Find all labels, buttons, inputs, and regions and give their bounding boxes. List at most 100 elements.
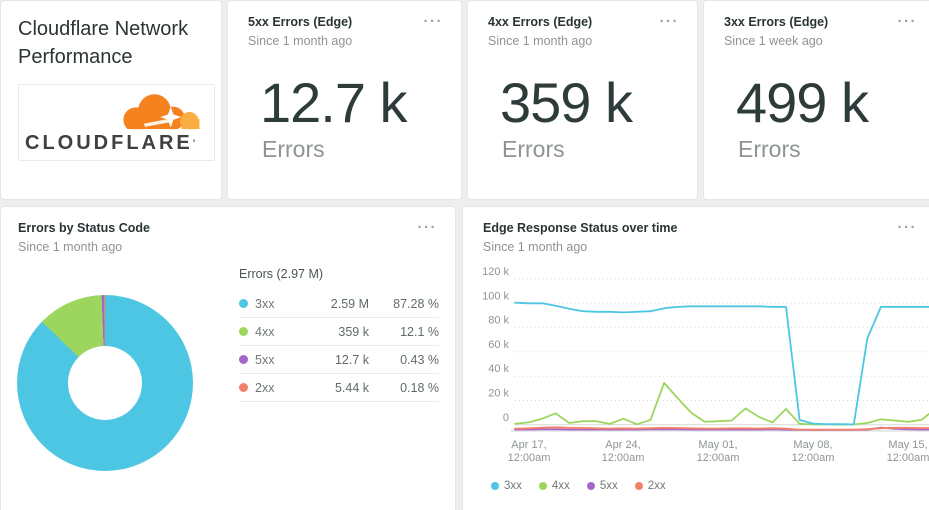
stat-card-5xx-errors: 5xx Errors (Edge) Since 1 month ago ··· … (227, 0, 462, 200)
row-percent: 12.1 % (400, 324, 439, 339)
x-axis-tick-label: Apr 17, 12:00am (489, 439, 569, 465)
legend-item-5xx[interactable]: 5xx (586, 480, 618, 492)
legend-table-header: Errors (2.97 M) (239, 267, 324, 281)
pie-card-title: Errors by Status Code (18, 221, 150, 235)
card-menu-icon[interactable]: ··· (897, 219, 917, 236)
stat-card-4xx-value: 359 k (500, 71, 633, 134)
legend-label: 5xx (599, 480, 618, 492)
x-axis-tick-label: Apr 24, 12:00am (583, 439, 663, 465)
row-percent: 87.28 % (393, 296, 439, 311)
card-menu-icon[interactable]: ··· (897, 13, 917, 30)
pie-card-header: Errors by Status Code Since 1 month ago … (1, 207, 455, 254)
4xx-legend-dot-icon (538, 482, 547, 490)
y-axis-tick-label: 80 k (488, 315, 509, 327)
y-axis-tick-label: 60 k (488, 339, 509, 351)
series-line-2xx[interactable] (514, 426, 929, 431)
table-row-2xx[interactable]: 2xx 5.44 k 0.18 % (239, 374, 439, 402)
x-tick-date: Apr 17, (511, 439, 547, 451)
pie-card-subtitle: Since 1 month ago (18, 240, 123, 254)
stat-card-4xx-errors: 4xx Errors (Edge) Since 1 month ago ··· … (467, 0, 698, 200)
legend-item-4xx[interactable]: 4xx (538, 480, 570, 492)
x-tick-date: May 01, (698, 439, 738, 451)
x-tick-date: May 08, (793, 439, 833, 451)
row-label: 2xx (255, 380, 275, 395)
errors-by-status-code-card: Errors by Status Code Since 1 month ago … (0, 206, 456, 510)
stat-card-3xx-title: 3xx Errors (Edge) (724, 15, 829, 29)
row-percent: 0.43 % (400, 352, 439, 367)
cloudflare-cloud-icon (123, 94, 200, 130)
2xx-color-dot-icon (239, 383, 248, 392)
stat-card-3xx-unit: Errors (738, 136, 801, 162)
cloudflare-logo: CLOUDFLARE’ (18, 84, 215, 161)
legend-item-3xx[interactable]: 3xx (491, 480, 522, 492)
legend-label: 2xx (647, 480, 666, 492)
donut-hole (68, 346, 142, 420)
line-card-subtitle: Since 1 month ago (483, 240, 588, 254)
stat-card-3xx-errors: 3xx Errors (Edge) Since 1 week ago ··· 4… (703, 0, 929, 200)
cloudflare-wordmark-text: CLOUDFLARE (25, 132, 193, 154)
page-title-line2: Performance (18, 46, 133, 68)
y-axis-tick-label: 0 (503, 412, 509, 424)
series-line-4xx[interactable] (514, 382, 929, 426)
stat-card-5xx-value: 12.7 k (260, 71, 408, 134)
card-menu-icon[interactable]: ··· (423, 13, 443, 30)
line-card-titles: Edge Response Status over time Since 1 m… (483, 221, 678, 254)
y-axis-tick-label: 120 k (482, 266, 509, 278)
stat-card-5xx-header: 5xx Errors (Edge) Since 1 month ago ··· (228, 1, 461, 48)
stat-card-3xx-value: 499 k (736, 71, 869, 134)
cloudflare-wordmark: CLOUDFLARE’ (25, 133, 206, 154)
x-axis-labels: Apr 17, 12:00am Apr 24, 12:00am May 01, 12:00… (463, 439, 929, 467)
3xx-color-dot-icon (239, 299, 248, 308)
x-tick-time: 12:00am (601, 452, 645, 464)
card-menu-icon[interactable]: ··· (659, 13, 679, 30)
table-row-4xx[interactable]: 4xx 359 k 12.1 % (239, 318, 439, 346)
x-tick-time: 12:00am (507, 452, 551, 464)
5xx-legend-dot-icon (586, 482, 595, 490)
line-card-title: Edge Response Status over time (483, 221, 678, 235)
x-tick-time: 12:00am (791, 452, 835, 464)
dashboard-title-card: Cloudflare Network Performance CLOUDFLAR… (0, 0, 222, 200)
y-axis-tick-label: 100 k (482, 290, 509, 302)
y-axis-tick-label: 20 k (488, 388, 509, 400)
chart-legend: 3xx 4xx 5xx 2xx (491, 480, 683, 492)
legend-label: 4xx (551, 480, 570, 492)
5xx-color-dot-icon (239, 355, 248, 364)
table-row-5xx[interactable]: 5xx 12.7 k 0.43 % (239, 346, 439, 374)
stat-card-3xx-header: 3xx Errors (Edge) Since 1 week ago ··· (704, 1, 929, 48)
dashboard-row-bottom: Errors by Status Code Since 1 month ago … (0, 206, 929, 510)
stat-card-3xx-titles: 3xx Errors (Edge) Since 1 week ago (724, 15, 828, 48)
row-label: 4xx (255, 324, 275, 339)
x-tick-time: 12:00am (886, 452, 929, 464)
x-axis-tick-label: May 15, 12:00am (868, 439, 929, 465)
stat-card-3xx-subtitle: Since 1 week ago (724, 34, 823, 48)
table-row-3xx[interactable]: 3xx 2.59 M 87.28 % (239, 290, 439, 318)
row-value: 359 k (338, 324, 369, 339)
edge-response-line-chart[interactable]: 120 k 100 k 80 k 60 k 40 k 20 k 0 (463, 257, 929, 439)
row-value: 2.59 M (330, 296, 369, 311)
page-title: Cloudflare Network Performance (1, 1, 221, 71)
x-axis-tick-label: May 08, 12:00am (773, 439, 853, 465)
legend-label: 3xx (504, 480, 522, 492)
x-tick-date: May 15, (888, 439, 928, 451)
card-menu-icon[interactable]: ··· (417, 219, 437, 236)
series-line-3xx[interactable] (514, 301, 929, 426)
stat-card-5xx-unit: Errors (262, 136, 325, 162)
legend-item-2xx[interactable]: 2xx (634, 480, 666, 492)
row-value: 12.7 k (334, 352, 369, 367)
stat-card-4xx-header: 4xx Errors (Edge) Since 1 month ago ··· (468, 1, 697, 48)
pie-card-titles: Errors by Status Code Since 1 month ago (18, 221, 150, 254)
dashboard-row-top: Cloudflare Network Performance CLOUDFLAR… (0, 0, 929, 200)
stat-card-5xx-title: 5xx Errors (Edge) (248, 15, 353, 29)
status-code-donut-chart[interactable] (17, 295, 193, 471)
x-axis-tick-label: May 01, 12:00am (678, 439, 758, 465)
stat-card-4xx-subtitle: Since 1 month ago (488, 34, 593, 48)
x-tick-date: Apr 24, (605, 439, 641, 451)
4xx-color-dot-icon (239, 327, 248, 336)
stat-card-4xx-title: 4xx Errors (Edge) (488, 15, 593, 29)
3xx-legend-dot-icon (491, 482, 499, 490)
page-title-line1: Cloudflare Network (18, 18, 189, 40)
stat-card-4xx-titles: 4xx Errors (Edge) Since 1 month ago (488, 15, 592, 48)
row-label: 5xx (255, 352, 275, 367)
stat-card-5xx-subtitle: Since 1 month ago (248, 34, 353, 48)
